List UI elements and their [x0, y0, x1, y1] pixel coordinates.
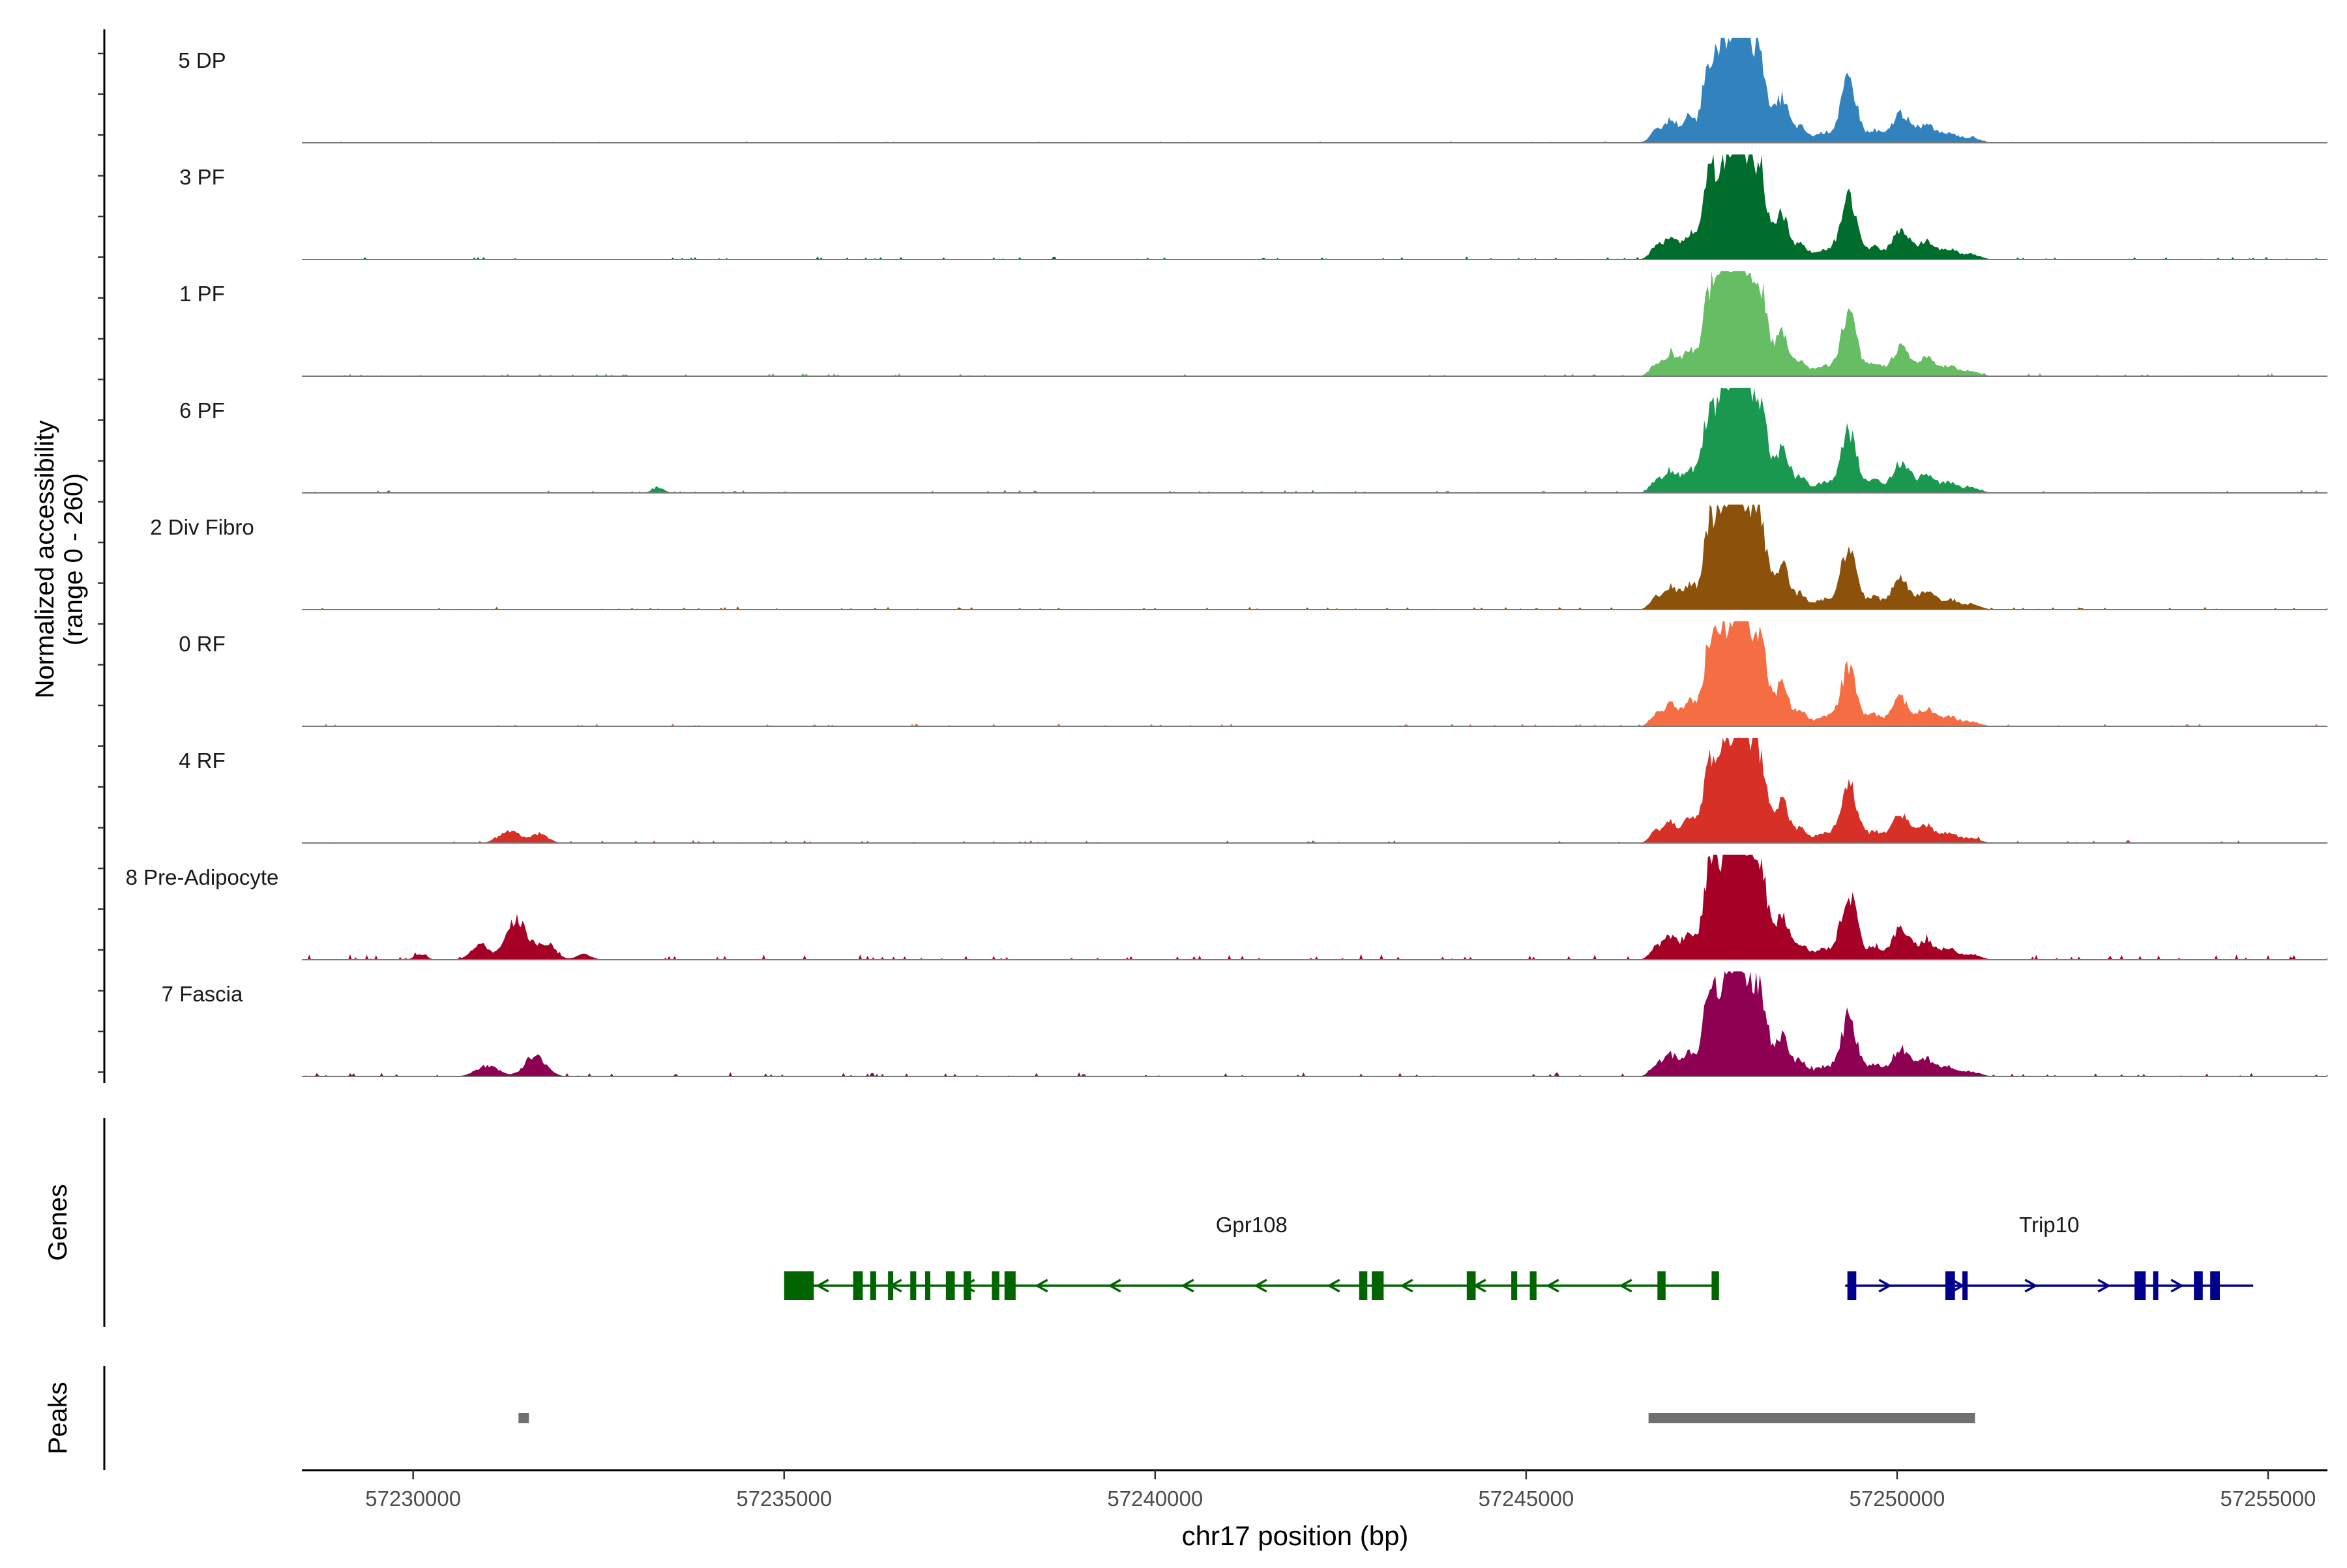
track-label: 3 PF — [179, 165, 225, 189]
strand-arrow — [2024, 1279, 2038, 1293]
gene-exon — [2134, 1271, 2146, 1300]
coverage-area-4 — [302, 504, 2327, 610]
coverage-area-5 — [302, 621, 2327, 726]
coverage-area-6 — [302, 737, 2327, 843]
y-axis-title: Normalized accessibility — [31, 421, 59, 699]
peak-region — [518, 1413, 529, 1423]
peak-track — [518, 1413, 1975, 1423]
gene-exon — [1529, 1271, 1537, 1300]
gene-exon — [925, 1271, 930, 1300]
x-tick-label: 57245000 — [1478, 1487, 1574, 1511]
track-label: 6 PF — [179, 398, 225, 422]
track-label: 1 PF — [179, 282, 225, 306]
coverage-area-0 — [302, 37, 2327, 143]
peaks-track-title: Peaks — [44, 1382, 72, 1454]
y-axis-subtitle: (range 0 - 260) — [59, 473, 88, 646]
gene-exon — [910, 1271, 917, 1300]
track-label: 7 Fascia — [162, 982, 243, 1006]
gene-label: Trip10 — [2019, 1213, 2079, 1237]
track-label: 8 Pre-Adipocyte — [126, 865, 279, 889]
strand-arrow — [816, 1279, 829, 1293]
genes-track-title: Genes — [44, 1184, 72, 1261]
coverage-area-3 — [302, 387, 2327, 493]
gene-exon — [870, 1271, 876, 1300]
track-label: 2 Div Fibro — [150, 515, 254, 539]
strand-arrow — [1878, 1279, 1892, 1293]
strand-arrow — [1108, 1279, 1121, 1293]
strand-arrow — [1619, 1279, 1632, 1293]
gene-exon — [1945, 1271, 1955, 1300]
coverage-tracks: 5 DP 3 PF 1 PF 6 PF 2 Div Fibro 0 RF 4 RF 8 Pre… — [126, 37, 2327, 1077]
coverage-area-2 — [302, 271, 2327, 376]
gene-exon — [1711, 1271, 1719, 1300]
strand-arrow — [1035, 1279, 1048, 1293]
strand-arrow — [1400, 1279, 1413, 1293]
peak-region — [1648, 1413, 1975, 1423]
track-label: 0 RF — [179, 632, 226, 656]
coverage-area-1 — [302, 154, 2327, 259]
gene-exon — [992, 1271, 999, 1300]
gene-exon — [2153, 1271, 2159, 1300]
x-tick-label: 57235000 — [736, 1487, 832, 1511]
strand-arrow — [1254, 1279, 1267, 1293]
gene-exon — [1466, 1271, 1476, 1300]
gene-exon — [888, 1271, 894, 1300]
x-tick-label: 57230000 — [365, 1487, 461, 1511]
strand-arrow — [2097, 1279, 2111, 1293]
gene-exon — [1657, 1271, 1666, 1300]
gene-exon — [784, 1271, 814, 1300]
track-label: 5 DP — [178, 48, 226, 72]
gene-label: Gpr108 — [1216, 1213, 1288, 1237]
x-tick-label: 57255000 — [2221, 1487, 2316, 1511]
gene-exon — [2210, 1271, 2220, 1300]
x-tick-label: 57240000 — [1107, 1487, 1203, 1511]
gene-exon — [945, 1271, 955, 1300]
strand-arrow — [1546, 1279, 1559, 1293]
gene-exon — [1511, 1271, 1518, 1300]
strand-arrow — [1181, 1279, 1194, 1293]
coverage-area-7 — [302, 854, 2327, 960]
gene-exon — [1962, 1271, 1968, 1300]
gene-exon — [964, 1271, 971, 1300]
x-axis-title: chr17 position (bp) — [1182, 1520, 1409, 1551]
gene-exon — [1847, 1271, 1857, 1300]
gene-exon — [1004, 1271, 1016, 1300]
gene-exon — [1372, 1271, 1384, 1300]
strand-arrow — [1327, 1279, 1340, 1293]
gene-track: Gpr108 Trip10 — [784, 1213, 2254, 1300]
gene-exon — [2194, 1271, 2203, 1300]
strand-arrow — [2170, 1279, 2184, 1293]
gene-exon — [1359, 1271, 1368, 1300]
coverage-area-8 — [302, 971, 2327, 1076]
x-tick-label: 57250000 — [1849, 1487, 1945, 1511]
gene-exon — [853, 1271, 863, 1300]
track-label: 4 RF — [179, 748, 226, 773]
axes: Normalized accessibility (range 0 - 260) G… — [31, 29, 2327, 1551]
